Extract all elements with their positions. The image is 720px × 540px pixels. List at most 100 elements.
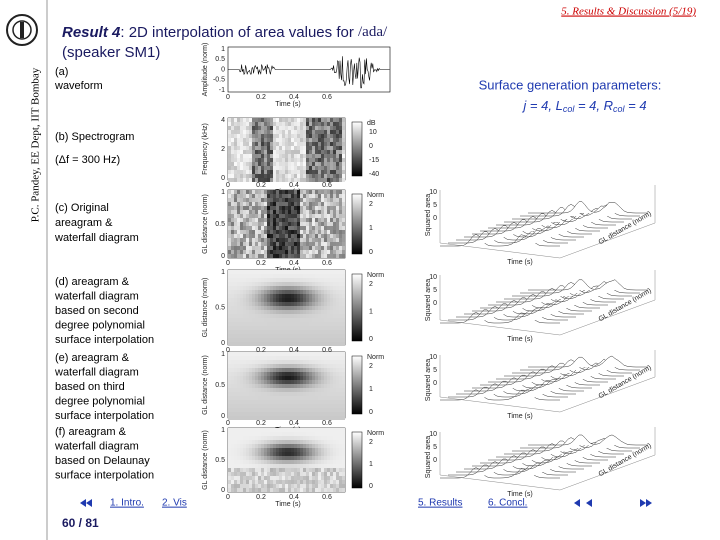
nav-link[interactable]: 1. Intro. — [110, 498, 144, 509]
image-cell — [315, 238, 318, 242]
nav-link[interactable]: 5. Results — [418, 498, 462, 509]
image-cell — [321, 306, 324, 310]
image-cell — [342, 134, 345, 138]
image-cell — [231, 456, 234, 460]
image-cell — [318, 250, 321, 254]
image-cell — [261, 326, 264, 330]
image-cell — [267, 194, 270, 198]
image-cell — [321, 282, 324, 286]
image-cell — [234, 122, 237, 126]
image-cell — [279, 130, 282, 134]
image-cell — [240, 372, 243, 376]
image-cell — [240, 298, 243, 302]
image-cell — [282, 432, 285, 436]
image-cell — [285, 226, 288, 230]
image-cell — [339, 150, 342, 154]
image-cell — [321, 356, 324, 360]
image-cell — [324, 230, 327, 234]
image-cell — [261, 278, 264, 282]
image-cell — [252, 368, 255, 372]
image-cell — [267, 368, 270, 372]
image-cell — [309, 384, 312, 388]
image-cell — [231, 376, 234, 380]
image-cell — [258, 230, 261, 234]
image-cell — [294, 150, 297, 154]
image-cell — [264, 372, 267, 376]
image-cell — [324, 170, 327, 174]
image-cell — [327, 368, 330, 372]
image-cell — [279, 314, 282, 318]
image-cell — [339, 158, 342, 162]
image-cell — [261, 234, 264, 238]
image-cell — [303, 416, 306, 420]
x-tick-label: 0.2 — [256, 182, 266, 189]
image-cell — [246, 440, 249, 444]
image-cell — [285, 298, 288, 302]
image-cell — [246, 444, 249, 448]
section-link[interactable]: 5. Results & Discussion (5/19) — [561, 6, 696, 18]
image-cell — [264, 226, 267, 230]
image-cell — [324, 342, 327, 346]
waterfall-line — [512, 207, 632, 220]
image-cell — [315, 170, 318, 174]
nav-link[interactable]: 2. Vis — [162, 498, 187, 509]
image-cell — [231, 306, 234, 310]
image-cell — [315, 314, 318, 318]
image-cell — [324, 456, 327, 460]
image-cell — [273, 314, 276, 318]
image-cell — [231, 444, 234, 448]
image-cell — [321, 146, 324, 150]
image-cell — [297, 118, 300, 122]
nav-link[interactable]: 6. Concl. — [488, 498, 527, 509]
image-cell — [252, 436, 255, 440]
image-cell — [234, 412, 237, 416]
image-cell — [303, 400, 306, 404]
image-cell — [273, 294, 276, 298]
image-cell — [231, 452, 234, 456]
image-cell — [273, 372, 276, 376]
image-cell — [279, 432, 282, 436]
image-cell — [306, 440, 309, 444]
image-cell — [312, 278, 315, 282]
image-cell — [267, 444, 270, 448]
image-cell — [279, 460, 282, 464]
image-cell — [297, 122, 300, 126]
image-cell — [336, 480, 339, 484]
image-cell — [231, 342, 234, 346]
image-cell — [231, 218, 234, 222]
image-cell — [261, 250, 264, 254]
image-cell — [264, 238, 267, 242]
image-cell — [336, 360, 339, 364]
image-cell — [321, 326, 324, 330]
image-cell — [282, 392, 285, 396]
image-cell — [282, 460, 285, 464]
image-cell — [300, 274, 303, 278]
image-cell — [255, 222, 258, 226]
image-cell — [342, 150, 345, 154]
image-cell — [339, 318, 342, 322]
image-cell — [228, 456, 231, 460]
image-cell — [285, 440, 288, 444]
image-cell — [261, 488, 264, 492]
image-cell — [306, 364, 309, 368]
waterfall-line — [480, 219, 600, 232]
image-cell — [285, 138, 288, 142]
image-cell — [333, 214, 336, 218]
colorbar-tick: 2 — [369, 363, 373, 370]
image-cell — [279, 408, 282, 412]
image-cell — [258, 222, 261, 226]
image-cell — [249, 222, 252, 226]
image-cell — [336, 416, 339, 420]
image-cell — [330, 310, 333, 314]
image-cell — [300, 392, 303, 396]
image-cell — [252, 464, 255, 468]
image-cell — [339, 118, 342, 122]
image-cell — [258, 242, 261, 246]
image-cell — [324, 380, 327, 384]
image-cell — [312, 408, 315, 412]
image-cell — [291, 270, 294, 274]
image-cell — [273, 226, 276, 230]
image-cell — [330, 178, 333, 182]
image-cell — [243, 428, 246, 432]
image-cell — [300, 452, 303, 456]
